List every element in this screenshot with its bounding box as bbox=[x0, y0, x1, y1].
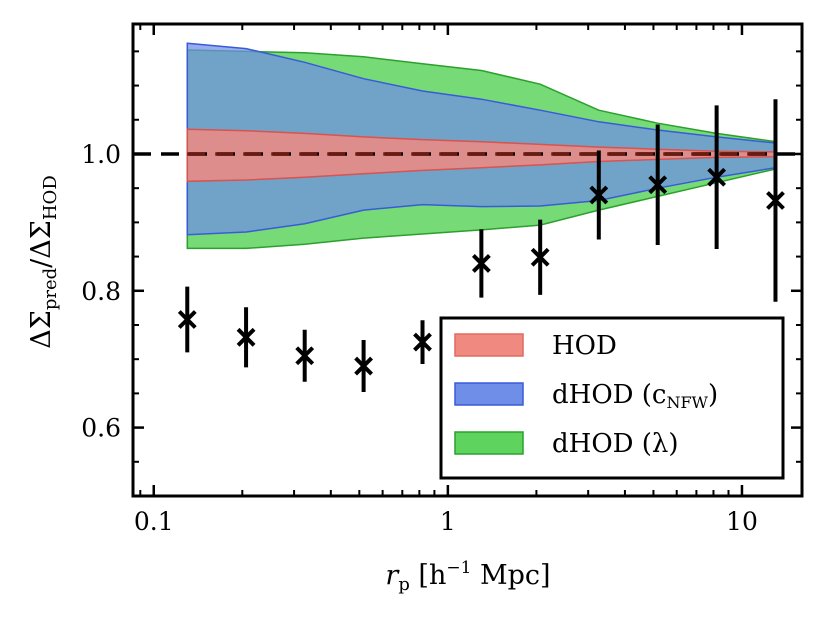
x-marker bbox=[177, 310, 197, 329]
data-point bbox=[177, 286, 197, 353]
x-tick-label: 1 bbox=[440, 507, 456, 536]
legend-label-dhod-cnfw: dHOD (cNFW) bbox=[552, 380, 718, 412]
uncertainty-bands bbox=[186, 42, 777, 250]
x-marker bbox=[471, 254, 491, 273]
data-point bbox=[471, 229, 491, 298]
data-points bbox=[177, 99, 785, 393]
x-marker bbox=[236, 327, 256, 347]
x-tick-label: 0.1 bbox=[134, 507, 174, 536]
data-point bbox=[707, 105, 727, 250]
x-marker bbox=[530, 247, 550, 267]
plot-frame bbox=[131, 22, 804, 498]
y-axis-label: ΔΣpred/ΔΣHOD bbox=[26, 175, 61, 349]
x-marker bbox=[707, 167, 727, 187]
y-tick-label: 0.8 bbox=[81, 277, 121, 306]
legend: HOD dHOD (cNFW) dHOD (λ) bbox=[439, 316, 785, 480]
x-marker bbox=[766, 191, 785, 210]
x-marker bbox=[589, 185, 609, 205]
legend-swatch-dhod-cnfw bbox=[454, 382, 524, 406]
data-point bbox=[589, 150, 609, 240]
data-point bbox=[530, 219, 550, 295]
tick-labels: 0.6 0.8 1.0 0.1 1 10 bbox=[81, 140, 758, 536]
x-tick-label: 10 bbox=[726, 507, 758, 536]
x-marker bbox=[295, 346, 315, 366]
data-point bbox=[413, 320, 432, 364]
y-tick-label: 0.6 bbox=[81, 414, 121, 443]
x-axis-label: rp [h−1 Mpc] bbox=[385, 558, 550, 595]
data-point bbox=[236, 307, 256, 368]
x-marker bbox=[648, 175, 668, 195]
data-point bbox=[295, 329, 315, 382]
data-point bbox=[766, 99, 785, 302]
data-point bbox=[354, 340, 374, 393]
data-point bbox=[648, 124, 668, 245]
legend-label-hod: HOD bbox=[552, 331, 617, 361]
x-marker bbox=[354, 356, 374, 376]
axes bbox=[131, 22, 804, 498]
x-marker bbox=[413, 332, 432, 352]
y-tick-label: 1.0 bbox=[81, 140, 121, 169]
legend-swatch-dhod-lambda bbox=[454, 431, 524, 455]
legend-swatch-hod bbox=[454, 333, 524, 357]
legend-label-dhod-lambda: dHOD (λ) bbox=[552, 429, 679, 459]
